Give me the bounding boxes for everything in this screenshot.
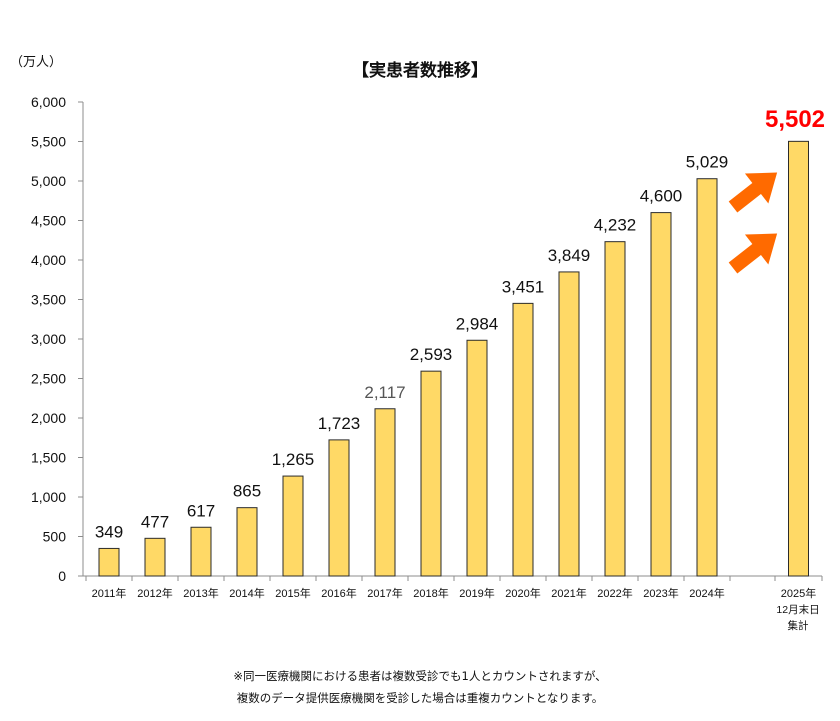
y-tick-label: 4,000 bbox=[31, 252, 66, 268]
x-tick-label-note: 12月末日 bbox=[776, 603, 819, 616]
bar-value-label: 4,600 bbox=[640, 187, 683, 206]
y-ticks: 0 500 1,000 1,500 2,000 2,500 3,000 3,500 4,000 4… bbox=[31, 94, 83, 584]
growth-arrow-icon bbox=[728, 233, 778, 274]
bar bbox=[788, 140, 809, 577]
y-tick-label: 1,000 bbox=[31, 489, 66, 505]
footnote-line-2: 複数のデータ提供医療機関を受診した場合は重複カウントとなります。 bbox=[236, 691, 604, 705]
footnote-line-1: ※同一医療機関における患者は複数受診でも1人とカウントされますが、 bbox=[233, 669, 607, 683]
y-tick-label: 0 bbox=[58, 568, 66, 584]
y-tick-label: 6,000 bbox=[31, 94, 66, 110]
x-tick-label: 2015年 bbox=[275, 586, 310, 600]
x-tick-label: 2020年 bbox=[505, 586, 540, 600]
x-tick-label: 2014年 bbox=[229, 586, 264, 600]
bar bbox=[420, 370, 442, 577]
y-tick-label: 5,500 bbox=[31, 134, 66, 150]
bar bbox=[650, 212, 672, 577]
x-tick-label: 2013年 bbox=[183, 586, 218, 600]
bar bbox=[190, 526, 212, 577]
bar bbox=[144, 537, 166, 577]
x-tick-label-note: 集計 bbox=[788, 619, 809, 632]
bar-value-label: 3,451 bbox=[502, 277, 545, 296]
y-tick-label: 2,000 bbox=[31, 410, 66, 426]
bar-value-label: 477 bbox=[141, 512, 169, 531]
bar bbox=[98, 547, 120, 577]
growth-arrow-icon bbox=[728, 172, 778, 213]
bar-value-label: 617 bbox=[187, 501, 215, 520]
y-tick-label: 5,000 bbox=[31, 173, 66, 189]
bar-value-label: 1,723 bbox=[318, 414, 361, 433]
bar-value-label: 349 bbox=[95, 522, 123, 541]
bar bbox=[236, 507, 258, 577]
bar bbox=[466, 339, 488, 577]
bar-value-label: 2,984 bbox=[456, 314, 499, 333]
bar bbox=[696, 178, 718, 577]
x-tick-label: 2022年 bbox=[597, 586, 632, 600]
x-tick-label: 2023年 bbox=[643, 586, 678, 600]
x-tick-labels: 2011年 2012年 2013年 2014年 2015年 2016年 2017年 2018年… bbox=[92, 586, 820, 632]
x-tick-label: 2025年 bbox=[781, 586, 816, 600]
bars bbox=[98, 140, 809, 577]
bar-value-label: 865 bbox=[233, 482, 261, 501]
bar bbox=[604, 241, 626, 577]
y-tick-label: 3,000 bbox=[31, 331, 66, 347]
x-tick-label: 2018年 bbox=[413, 586, 448, 600]
bar bbox=[558, 271, 580, 577]
y-tick-label: 3,500 bbox=[31, 292, 66, 308]
x-tick-label: 2011年 bbox=[92, 586, 127, 600]
chart-title: 【実患者数推移】 bbox=[352, 60, 488, 80]
bar bbox=[374, 408, 396, 577]
y-tick-label: 500 bbox=[43, 529, 67, 545]
bar bbox=[282, 475, 304, 577]
bar-value-label: 2,117 bbox=[364, 383, 405, 402]
x-tick-label: 2012年 bbox=[137, 586, 172, 600]
y-tick-label: 4,500 bbox=[31, 213, 66, 229]
y-tick-label: 1,500 bbox=[31, 450, 66, 466]
x-tick-label: 2019年 bbox=[459, 586, 494, 600]
x-tick-label: 2021年 bbox=[551, 586, 586, 600]
bar bbox=[512, 302, 534, 577]
bar bbox=[328, 439, 350, 577]
x-tick-label: 2024年 bbox=[689, 586, 724, 600]
bar-value-label: 5,029 bbox=[686, 153, 729, 172]
x-tick-label: 2017年 bbox=[367, 586, 402, 600]
x-tick-label: 2016年 bbox=[321, 586, 356, 600]
y-axis-unit: （万人） bbox=[10, 54, 62, 69]
bar-value-label: 4,232 bbox=[594, 216, 637, 235]
bar-value-label: 2,593 bbox=[410, 345, 453, 364]
y-tick-label: 2,500 bbox=[31, 371, 66, 387]
highlight-value-label: 5,502 bbox=[765, 106, 825, 133]
bar-value-label: 3,849 bbox=[548, 246, 591, 265]
growth-arrows bbox=[728, 172, 778, 274]
bar-value-label: 1,265 bbox=[272, 450, 315, 469]
